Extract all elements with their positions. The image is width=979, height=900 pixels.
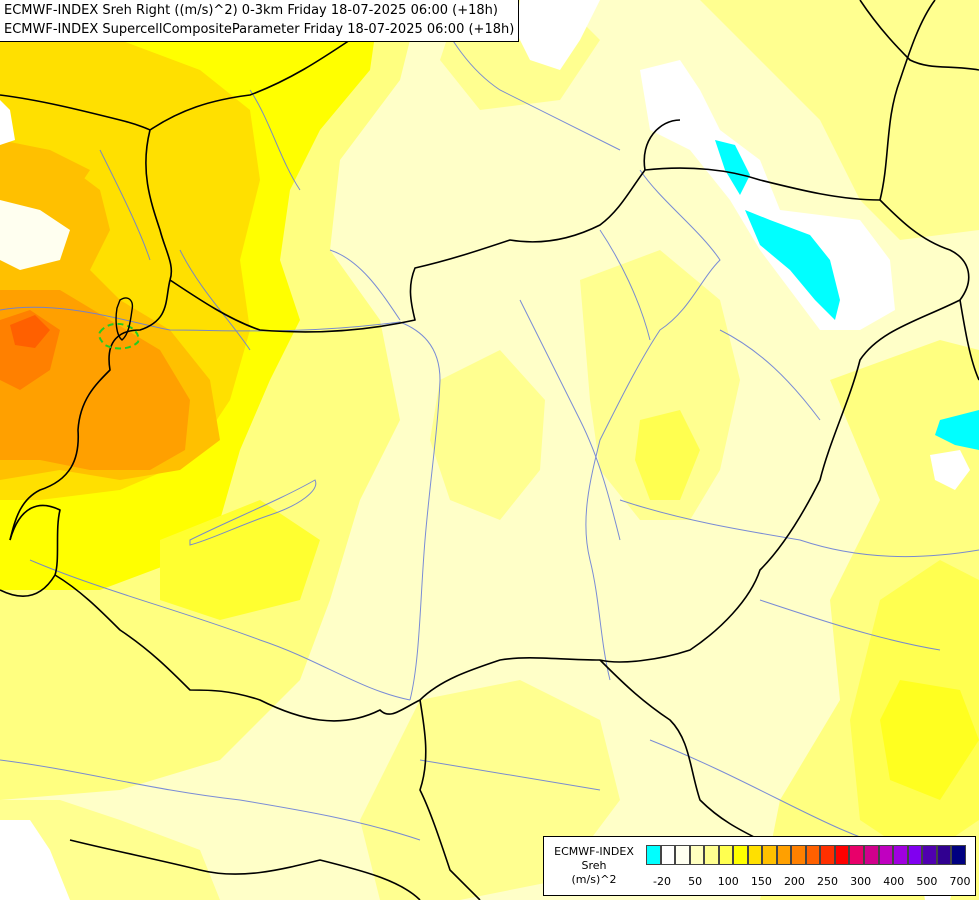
legend-swatch: [863, 845, 879, 865]
field-white-top: [515, 0, 600, 70]
river-branch-4: [99, 149, 151, 261]
legend-swatch: [951, 845, 966, 865]
field-orange-deep: [10, 315, 50, 348]
border-hungary-east: [599, 199, 970, 663]
border-cz-at: [0, 94, 151, 131]
legend-tick: -20: [653, 875, 671, 888]
legend-tick: 250: [817, 875, 839, 888]
lake-balaton: [189, 479, 317, 546]
legend-swatch: [907, 845, 923, 865]
border-ro-rs: [599, 659, 761, 841]
map-title-box: ECMWF-INDEX Sreh Right ((m/s)^2) 0-3km F…: [0, 0, 520, 42]
legend-swatch: [689, 845, 705, 865]
legend-swatch: [791, 845, 806, 865]
border-hungary-south: [54, 574, 601, 722]
border-pl-ua: [859, 0, 979, 71]
legend-swatch-bar: [646, 845, 966, 865]
legend-swatch: [805, 845, 821, 865]
river-branch-5: [179, 249, 251, 351]
legend-tick: 700: [949, 875, 971, 888]
legend-swatch: [820, 845, 835, 865]
border-hungary-north: [169, 167, 881, 333]
river-sava: [0, 759, 421, 841]
field-cyan-1: [715, 140, 750, 195]
legend-swatch: [878, 845, 894, 865]
legend-unit: (m/s)^2: [571, 873, 617, 886]
border-ua-sk: [643, 119, 681, 171]
legend-tick: 50: [688, 875, 703, 888]
river-branch-6: [719, 329, 821, 421]
field-yellow-lake-area: [430, 350, 545, 520]
legend-swatch: [704, 845, 719, 865]
legend-swatch: [834, 845, 850, 865]
field-orange-top: [0, 140, 90, 200]
legend-tick: 500: [916, 875, 938, 888]
border-ro-md: [959, 299, 979, 381]
border-hr-rs: [419, 699, 481, 900]
supercell-contour: [98, 322, 140, 350]
color-legend: ECMWF-INDEX Sreh (m/s)^2 -20 50 100 150 200 2…: [543, 836, 976, 896]
river-tisza: [585, 169, 721, 681]
field-cyan-2: [745, 210, 840, 320]
legend-swatch: [936, 845, 952, 865]
legend-tick: 300: [850, 875, 872, 888]
legend-swatch: [922, 845, 937, 865]
field-cyan-east: [935, 410, 979, 450]
legend-swatch: [733, 845, 748, 865]
river-drava: [29, 559, 411, 701]
legend-tick-labels: -20 50 100 150 200 250 300 400 500 700: [646, 875, 972, 889]
legend-source: ECMWF-INDEX: [554, 845, 634, 858]
river-branch-8: [759, 599, 941, 651]
legend-swatch: [675, 845, 690, 865]
legend-variable: Sreh: [581, 859, 607, 872]
field-yellow-spot: [635, 410, 700, 500]
legend-swatch: [718, 845, 734, 865]
river-branch-1: [599, 229, 651, 341]
border-ua-ro: [879, 0, 936, 201]
border-hr-ba: [69, 839, 421, 900]
legend-swatch: [849, 845, 864, 865]
legend-tick: 100: [717, 875, 739, 888]
river-branch-12: [419, 759, 601, 791]
river-branch-10: [249, 89, 301, 191]
border-sk-at: [145, 129, 173, 281]
river-danube-upper: [0, 306, 441, 701]
title-line-sreh: ECMWF-INDEX Sreh Right ((m/s)^2) 0-3km F…: [4, 3, 498, 18]
title-line-supercell: ECMWF-INDEX SupercellCompositeParameter …: [4, 22, 515, 37]
lake-neusiedl: [115, 297, 134, 341]
border-hungary-west: [9, 279, 171, 541]
border-si-hr: [0, 504, 61, 597]
field-yellow-center: [580, 250, 740, 520]
legend-tick: 400: [883, 875, 905, 888]
legend-caption: ECMWF-INDEX Sreh (m/s)^2: [548, 845, 640, 887]
field-white-east: [930, 450, 970, 490]
legend-swatch: [762, 845, 777, 865]
legend-swatch: [646, 845, 661, 865]
field-white-w: [0, 200, 70, 270]
legend-swatch: [776, 845, 792, 865]
field-white-southwest: [0, 820, 70, 900]
legend-swatch: [747, 845, 763, 865]
river-branch-2: [519, 299, 621, 541]
legend-swatch: [893, 845, 908, 865]
legend-swatch: [660, 845, 676, 865]
river-branch-7: [619, 499, 979, 558]
river-branch-3: [329, 249, 401, 321]
field-white-nw: [0, 100, 15, 145]
field-yellow-strong-east: [880, 680, 979, 800]
field-white-northeast: [640, 60, 895, 330]
legend-tick: 200: [783, 875, 805, 888]
legend-tick: 150: [750, 875, 772, 888]
field-yellow-strong-2: [160, 500, 320, 620]
